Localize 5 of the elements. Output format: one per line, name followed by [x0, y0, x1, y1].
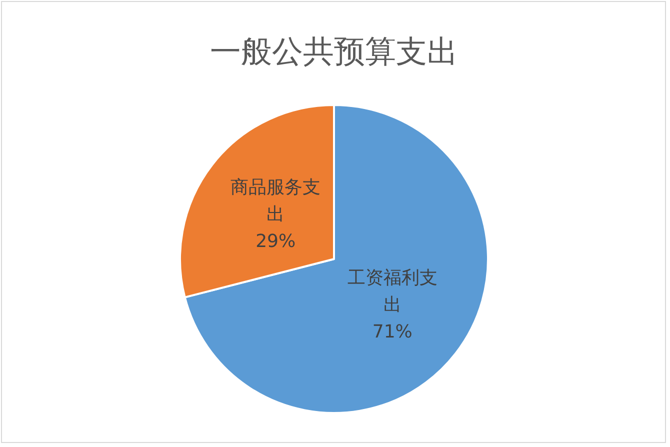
slice-label: 商品服务支出 [230, 176, 321, 225]
data-label: 71% [372, 322, 412, 343]
slice-label: 工资福利支出 [347, 268, 438, 316]
data-label: 29% [256, 230, 296, 252]
chart-title: 一般公共预算支出 [210, 34, 458, 70]
